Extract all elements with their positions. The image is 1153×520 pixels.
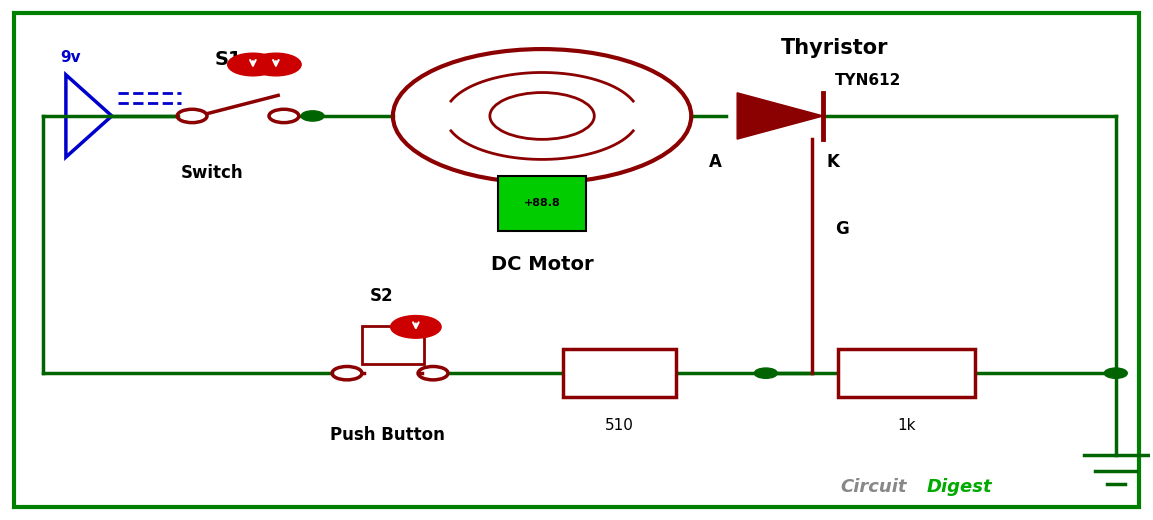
Text: DC Motor: DC Motor <box>491 255 594 274</box>
FancyBboxPatch shape <box>563 349 677 397</box>
Text: R1: R1 <box>606 359 633 377</box>
Circle shape <box>301 111 324 121</box>
FancyBboxPatch shape <box>838 349 974 397</box>
Text: 510: 510 <box>605 418 634 433</box>
Text: Push Button: Push Button <box>330 426 445 444</box>
Text: Digest: Digest <box>927 477 992 496</box>
Text: A: A <box>708 153 722 172</box>
Text: 1k: 1k <box>897 418 915 433</box>
Circle shape <box>754 368 777 379</box>
Circle shape <box>1105 368 1128 379</box>
Text: K: K <box>827 153 839 172</box>
Text: Circuit: Circuit <box>841 477 907 496</box>
Text: Thyristor: Thyristor <box>781 38 889 58</box>
Text: +88.8: +88.8 <box>523 199 560 209</box>
Text: Switch: Switch <box>181 164 243 181</box>
Circle shape <box>250 53 301 76</box>
Text: G: G <box>835 220 849 238</box>
Text: S2: S2 <box>370 287 393 305</box>
Text: 9v: 9v <box>60 49 81 64</box>
FancyBboxPatch shape <box>362 326 424 364</box>
Text: S1: S1 <box>216 49 242 69</box>
Circle shape <box>227 53 278 76</box>
FancyBboxPatch shape <box>498 176 586 231</box>
Circle shape <box>391 316 442 338</box>
Polygon shape <box>737 93 823 139</box>
Text: R2: R2 <box>894 359 919 377</box>
Text: TYN612: TYN612 <box>835 73 900 88</box>
